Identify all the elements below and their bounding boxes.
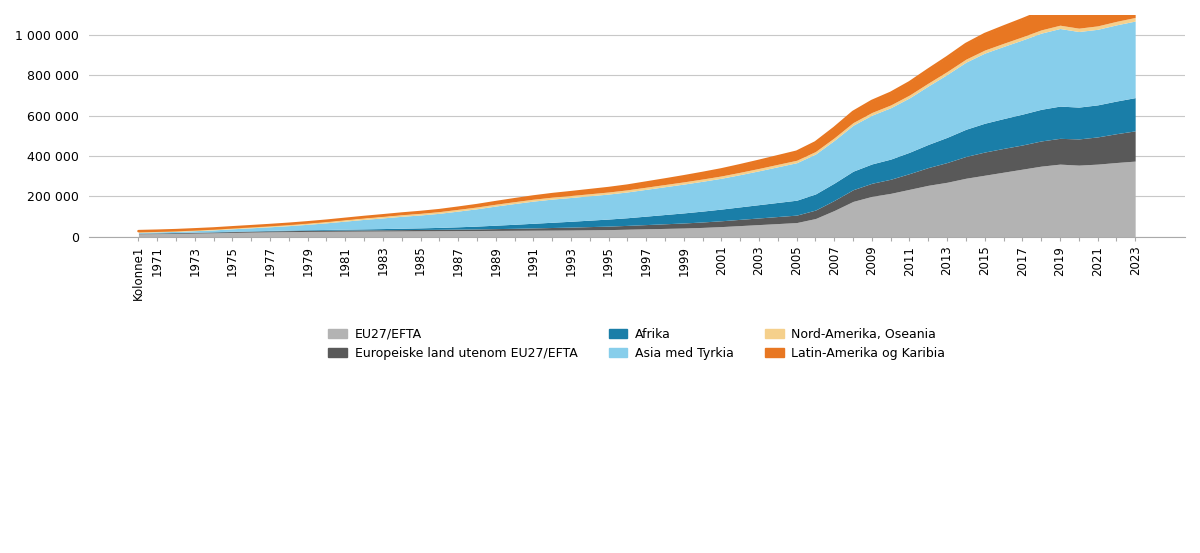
Legend: EU27/EFTA, Europeiske land utenom EU27/EFTA, Afrika, Asia med Tyrkia, Nord-Ameri: EU27/EFTA, Europeiske land utenom EU27/E… [323,323,950,365]
